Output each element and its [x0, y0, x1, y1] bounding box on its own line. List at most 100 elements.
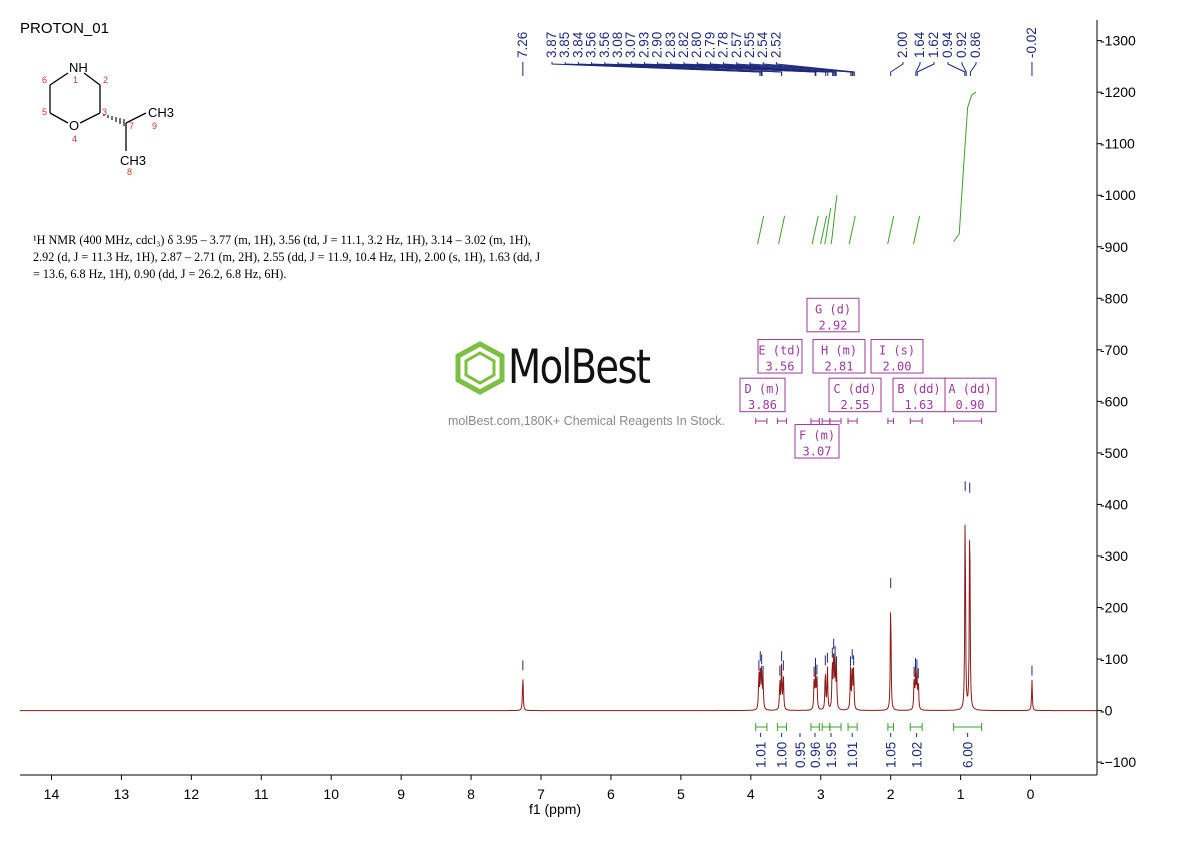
peak-label-connector-16: [749, 62, 853, 76]
x-tick-label-11: 3: [817, 786, 825, 802]
integral-bracket-8: [953, 723, 983, 731]
peak-label-connector-20: [915, 62, 921, 76]
peak-label-4: 3.56: [584, 32, 599, 58]
integral-curve-0: [757, 215, 765, 245]
watermark-tagline: molBest.com,180K+ Chemical Reagents In S…: [448, 414, 725, 428]
multiplet-range-7: [829, 418, 842, 424]
y-tick-label-4: -300: [1100, 548, 1128, 564]
x-tick-label-13: 1: [957, 786, 965, 802]
peak-label-9: 2.90: [650, 32, 665, 58]
peak-label-0: 7.26: [515, 32, 530, 58]
peak-label-connector-18: [775, 62, 855, 76]
multiplet-range-2: [847, 418, 858, 424]
peak-label-connector-14: [723, 62, 837, 76]
y-tick-label-12: -1100: [1100, 136, 1135, 152]
x-tick-label-14: 0: [1027, 786, 1035, 802]
integral-value-5: 1.01: [845, 742, 860, 768]
y-tick-label-0: -−100: [1100, 754, 1136, 770]
mol-num-2: 2: [103, 75, 108, 85]
peak-label-connector-22: [947, 62, 966, 76]
integral-curve-3: [820, 215, 828, 245]
integral-value-8: 6.00: [961, 742, 976, 768]
x-tick-label-12: 2: [887, 786, 895, 802]
peak-label-14: 2.78: [716, 32, 731, 58]
peak-label-20: 1.64: [912, 31, 927, 58]
multiplet-value-1: 1.63: [905, 398, 934, 412]
integral-value-3: 0.96: [808, 742, 823, 768]
peak-label-7: 3.07: [623, 32, 638, 58]
peak-label-connector-15: [736, 62, 852, 76]
watermark-brand: MolBest: [508, 340, 651, 395]
integral-curve-4: [824, 208, 832, 245]
peak-label-connector-17: [762, 62, 854, 76]
page-title: PROTON_01: [20, 20, 109, 37]
peak-label-connector-3: [577, 62, 763, 76]
y-tick-label-14: -1300: [1100, 33, 1136, 49]
multiplet-value-5: 3.07: [803, 445, 832, 459]
integral-bracket-1: [776, 723, 787, 731]
multiplet-label-3: D (m): [744, 382, 780, 396]
x-tick-label-10: 4: [747, 786, 755, 802]
nmr-line-1: ¹H NMR (400 MHz, cdcl₃) δ 3.95 – 3.77 (m…: [33, 233, 531, 247]
multiplet-label-7: H (m): [821, 344, 857, 358]
multiplet-box-7: [812, 339, 866, 374]
y-tick-label-6: -500: [1100, 445, 1128, 461]
peak-label-6: 3.08: [610, 32, 625, 58]
molecule-structure: NH O CH3 CH3 1 2 3 4 5 6 7 8 9: [42, 60, 174, 177]
peak-label-connector-5: [604, 62, 783, 76]
multiplet-label-4: E (td): [758, 344, 801, 358]
multiplet-range-1: [909, 418, 923, 424]
peak-label-connector-24: [969, 62, 977, 76]
x-tick-label-2: 12: [184, 786, 200, 802]
peak-label-24: 0.86: [968, 32, 983, 58]
peak-label-2: 3.85: [557, 32, 572, 58]
integral-bracket-2: [810, 723, 820, 731]
peak-label-connector-21: [916, 62, 935, 76]
integral-bracket-0: [755, 723, 768, 731]
peak-label-16: 2.55: [742, 32, 757, 58]
integral-bracket-5: [847, 723, 858, 731]
multiplet-range-8: [887, 418, 894, 424]
integral-curve-1: [778, 215, 786, 245]
multiplet-value-7: 2.81: [825, 360, 854, 374]
multiplet-value-8: 2.00: [883, 360, 912, 374]
y-tick-label-7: -600: [1100, 393, 1128, 409]
integral-value-6: 1.05: [884, 742, 899, 768]
mol-atom-ch3-9: CH3: [148, 105, 174, 120]
y-tick-label-13: -1200: [1100, 84, 1136, 100]
peak-label-10: 2.83: [663, 32, 678, 58]
y-tick-label-8: -700: [1100, 342, 1128, 358]
multiplet-label-1: B (dd): [897, 382, 940, 396]
y-tick-label-10: -900: [1100, 239, 1128, 255]
peak-label-25: -0.02: [1024, 27, 1039, 58]
peak-label-17: 2.54: [755, 31, 770, 58]
multiplet-label-8: I (s): [879, 344, 915, 358]
multiplet-box-8: [870, 339, 924, 374]
x-tick-label-7: 7: [537, 786, 545, 802]
integral-bracket-6: [887, 723, 894, 731]
integral-curve-7: [887, 215, 895, 245]
x-tick-label-1: 13: [114, 786, 130, 802]
integral-bracket-4: [829, 723, 842, 731]
multiplet-label-0: A (dd): [948, 382, 991, 396]
x-axis-title: f1 (ppm): [529, 801, 581, 817]
multiplet-label-6: G (d): [815, 302, 851, 316]
multiplet-box-3: [739, 377, 786, 413]
spectrum-line: [20, 524, 1097, 712]
integral-curve-5: [830, 195, 838, 245]
integral-bracket-3: [821, 723, 831, 731]
multiplet-value-3: 3.86: [748, 398, 777, 412]
peak-label-connector-19: [890, 62, 904, 76]
multiplet-box-6: [806, 297, 860, 333]
multiplet-value-0: 0.90: [956, 398, 985, 412]
multiplet-value-2: 2.55: [841, 398, 870, 412]
multiplet-range-6: [821, 418, 831, 424]
mol-num-4: 4: [72, 134, 77, 144]
peak-label-15: 2.57: [729, 32, 744, 58]
x-tick-label-4: 10: [323, 786, 339, 802]
peak-label-13: 2.79: [702, 32, 717, 58]
integral-curve-main: [953, 91, 977, 242]
nmr-line-3: = 13.6, 6.8 Hz, 1H), 0.90 (dd, J = 26.2,…: [33, 267, 287, 281]
y-tick-label-3: -200: [1100, 600, 1128, 616]
x-tick-label-0: 14: [44, 786, 60, 802]
